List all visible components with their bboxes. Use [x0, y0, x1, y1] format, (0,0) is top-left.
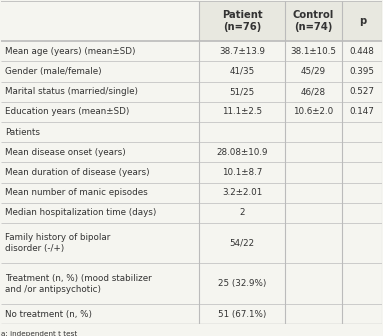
Text: 28.08±10.9: 28.08±10.9 [216, 148, 268, 157]
Text: 3.2±2.01: 3.2±2.01 [222, 188, 262, 197]
Text: p: p [358, 16, 366, 26]
Text: 2: 2 [239, 208, 245, 217]
Text: Mean duration of disease (years): Mean duration of disease (years) [5, 168, 150, 177]
Text: 10.6±2.0: 10.6±2.0 [293, 108, 334, 116]
Text: Marital status (married/single): Marital status (married/single) [5, 87, 138, 96]
Text: Education years (mean±SD): Education years (mean±SD) [5, 108, 130, 116]
Text: 0.448: 0.448 [350, 47, 375, 56]
Text: 25 (32.9%): 25 (32.9%) [218, 279, 266, 288]
Text: a: independent t test: a: independent t test [1, 331, 77, 336]
Text: 38.1±10.5: 38.1±10.5 [291, 47, 337, 56]
Text: Mean disease onset (years): Mean disease onset (years) [5, 148, 126, 157]
Text: Mean age (years) (mean±SD): Mean age (years) (mean±SD) [5, 47, 136, 56]
Text: 51/25: 51/25 [229, 87, 255, 96]
Text: Median hospitalization time (days): Median hospitalization time (days) [5, 208, 157, 217]
Text: 0.147: 0.147 [350, 108, 375, 116]
Text: 38.7±13.9: 38.7±13.9 [219, 47, 265, 56]
Text: Gender (male/female): Gender (male/female) [5, 67, 102, 76]
Text: Control
(n=74): Control (n=74) [293, 10, 334, 32]
Text: Patients: Patients [5, 128, 40, 137]
Text: 54/22: 54/22 [229, 239, 255, 248]
Bar [199, 1, 382, 41]
Text: 46/28: 46/28 [301, 87, 326, 96]
Text: 41/35: 41/35 [229, 67, 255, 76]
Text: 10.1±8.7: 10.1±8.7 [222, 168, 262, 177]
Text: Mean number of manic episodes: Mean number of manic episodes [5, 188, 148, 197]
Text: 0.395: 0.395 [350, 67, 375, 76]
Text: 11.1±2.5: 11.1±2.5 [222, 108, 262, 116]
Text: Treatment (n, %) (mood stabilizer
and /or antipsychotic): Treatment (n, %) (mood stabilizer and /o… [5, 274, 152, 294]
Text: No treatment (n, %): No treatment (n, %) [5, 309, 92, 319]
Text: Patient
(n=76): Patient (n=76) [222, 10, 262, 32]
Text: 45/29: 45/29 [301, 67, 326, 76]
Text: 0.527: 0.527 [350, 87, 375, 96]
Text: Family history of bipolar
disorder (-/+): Family history of bipolar disorder (-/+) [5, 233, 111, 253]
Text: 51 (67.1%): 51 (67.1%) [218, 309, 266, 319]
